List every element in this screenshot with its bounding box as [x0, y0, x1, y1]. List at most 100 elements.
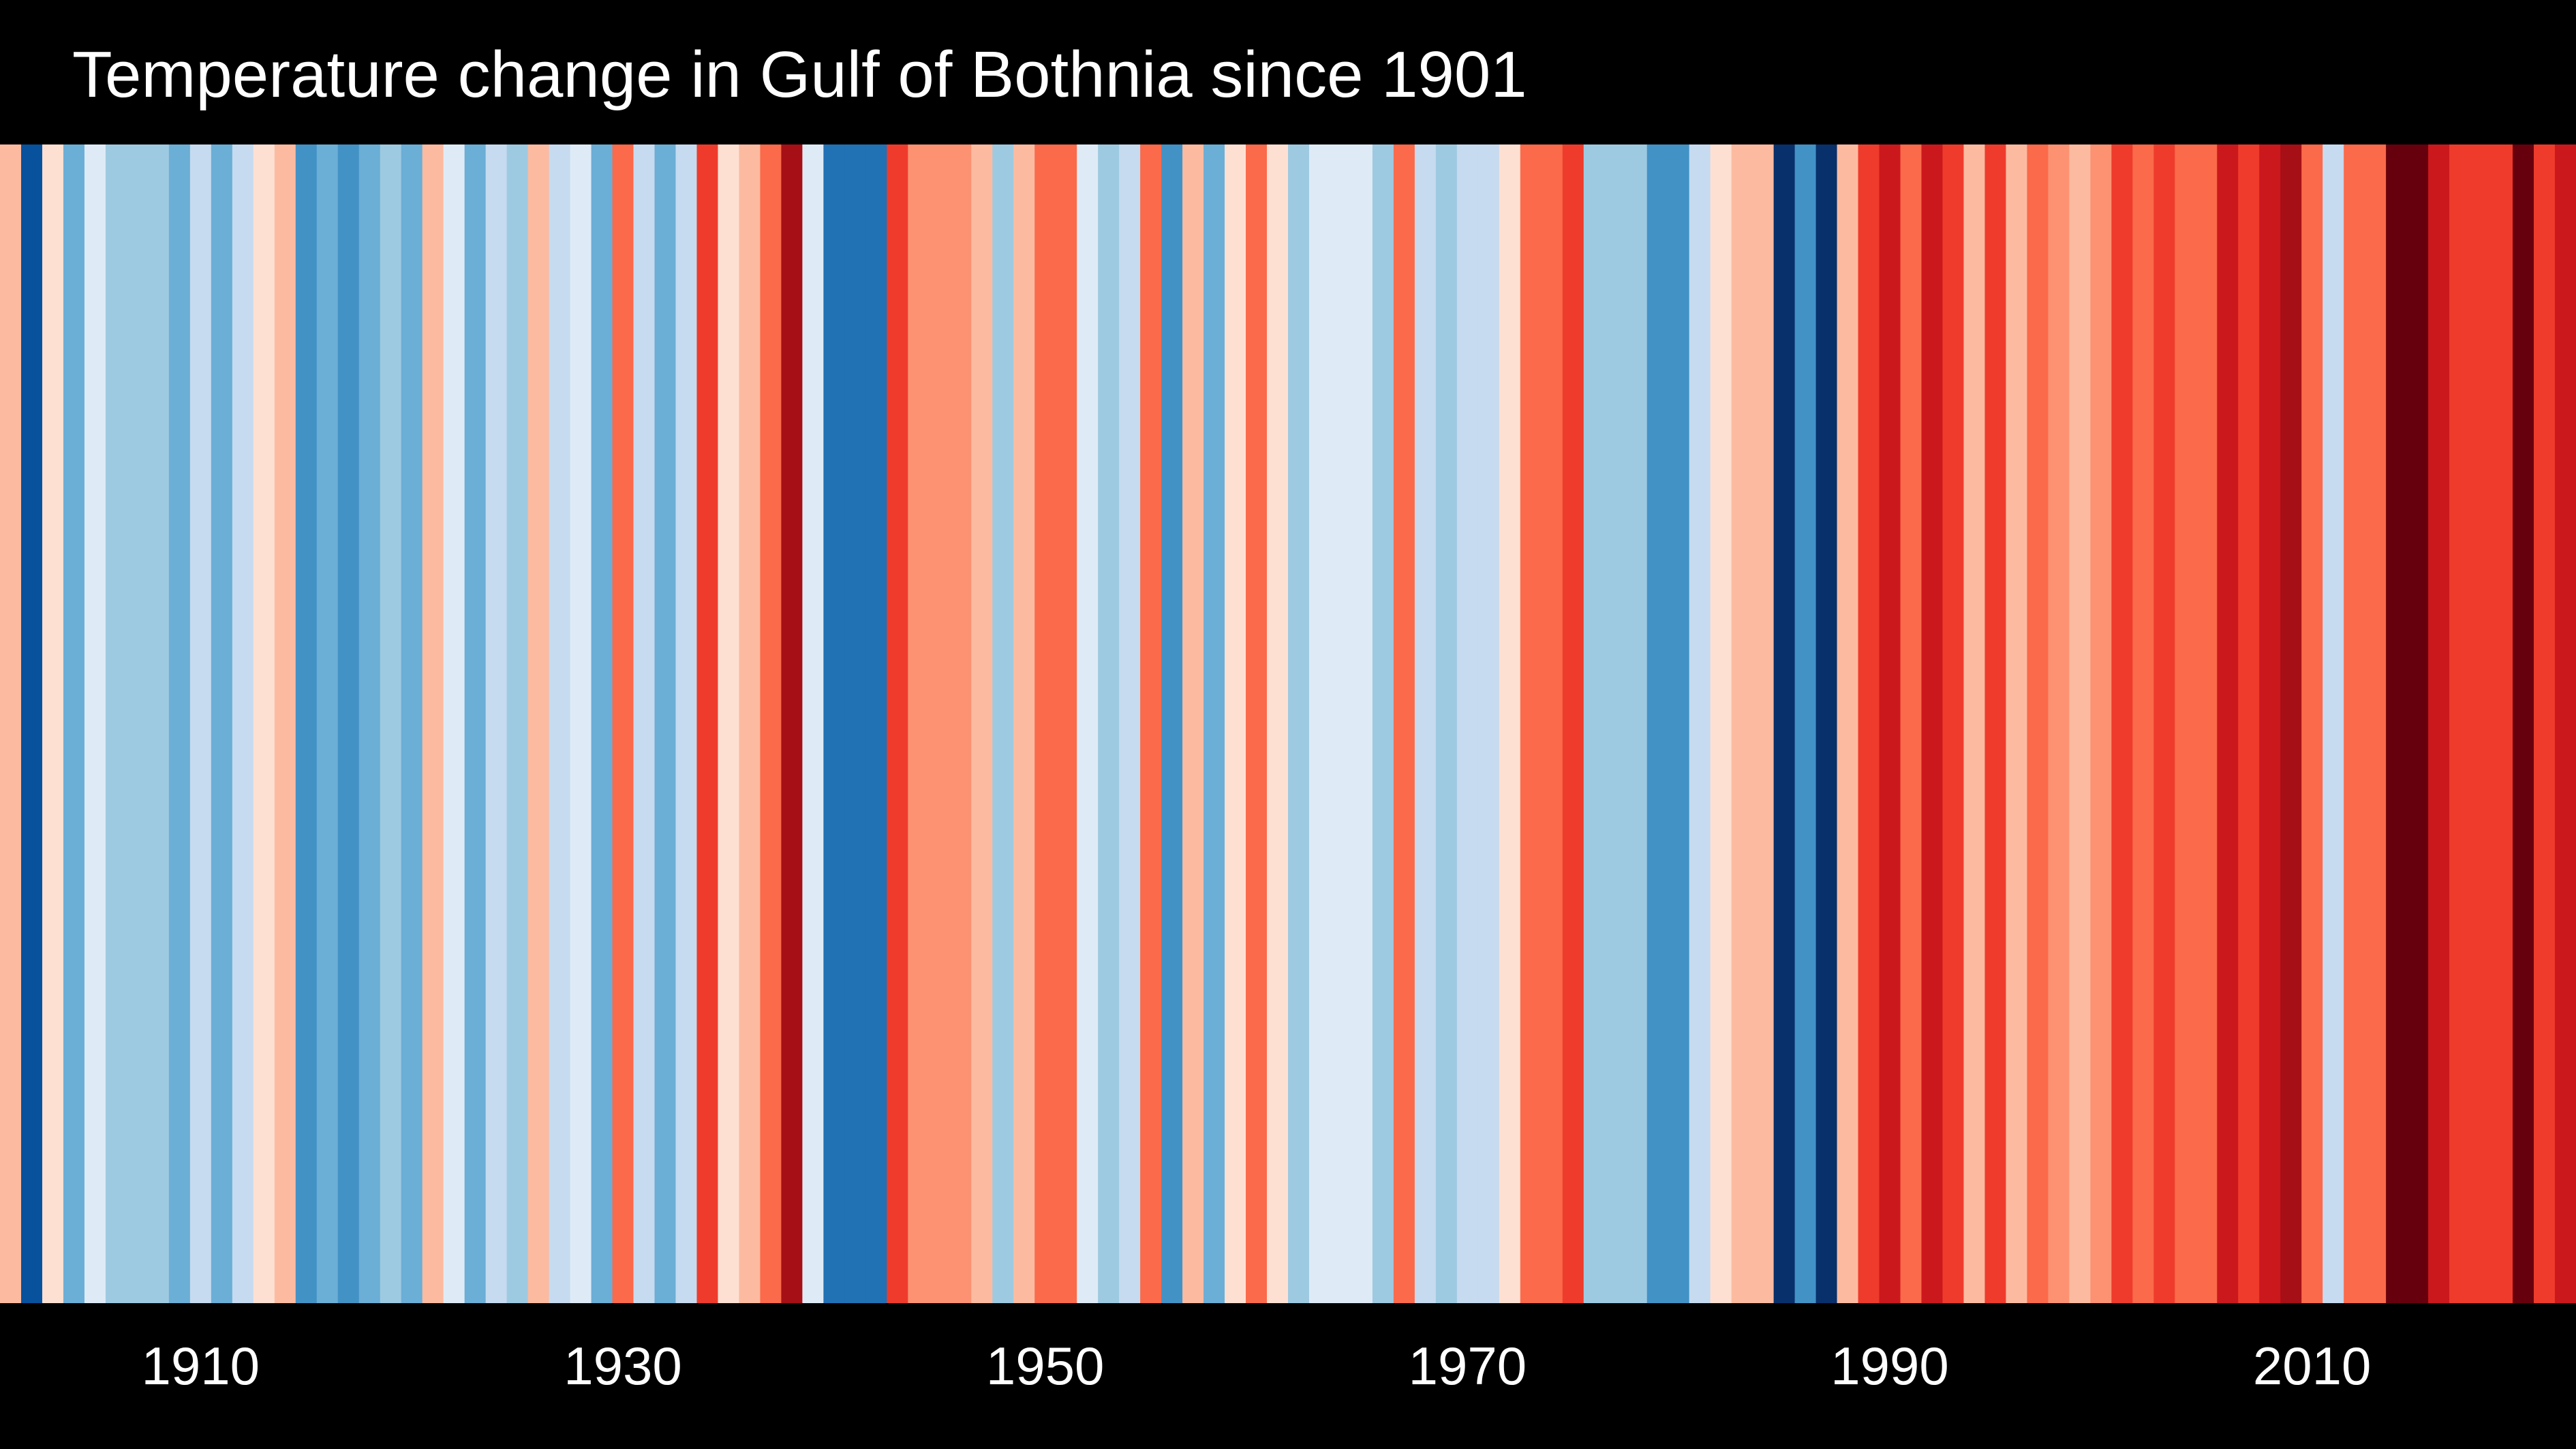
- year-stripe: [2449, 144, 2471, 1303]
- year-stripe: [992, 144, 1014, 1303]
- year-stripe: [1098, 144, 1120, 1303]
- year-stripe: [443, 144, 465, 1303]
- year-stripe: [1604, 144, 1627, 1303]
- year-stripe: [274, 144, 296, 1303]
- year-stripe: [1013, 144, 1035, 1303]
- year-stripe: [929, 144, 951, 1303]
- year-stripe: [1056, 144, 1077, 1303]
- year-stripe: [1499, 144, 1521, 1303]
- year-stripe: [2344, 144, 2365, 1303]
- year-stripe: [591, 144, 613, 1303]
- year-stripe: [337, 144, 360, 1303]
- year-stripe: [2470, 144, 2492, 1303]
- year-stripe: [1583, 144, 1606, 1303]
- x-axis: 1910 1930 1950 1970 1990 2010: [0, 1303, 2576, 1449]
- year-stripe: [422, 144, 444, 1303]
- year-stripe: [506, 144, 529, 1303]
- year-stripe: [612, 144, 634, 1303]
- year-stripe: [2301, 144, 2323, 1303]
- year-stripe: [63, 144, 85, 1303]
- year-stripe: [1815, 144, 1838, 1303]
- year-stripe: [1879, 144, 1901, 1303]
- x-tick-label: 1950: [985, 1336, 1105, 1396]
- stripes-plot: [0, 144, 2576, 1303]
- year-stripe: [781, 144, 803, 1303]
- year-stripe: [316, 144, 339, 1303]
- year-stripe: [633, 144, 656, 1303]
- year-stripe: [1541, 144, 1563, 1303]
- year-stripe: [1520, 144, 1542, 1303]
- year-stripe: [189, 144, 212, 1303]
- year-stripe: [1267, 144, 1289, 1303]
- year-stripe: [950, 144, 972, 1303]
- year-stripe: [1372, 144, 1394, 1303]
- year-stripe: [1351, 144, 1373, 1303]
- year-stripe: [570, 144, 592, 1303]
- year-stripe: [1668, 144, 1690, 1303]
- year-stripe: [2111, 144, 2133, 1303]
- year-stripe: [1921, 144, 1944, 1303]
- year-stripe: [84, 144, 106, 1303]
- year-stripe: [696, 144, 719, 1303]
- year-stripe: [0, 144, 22, 1303]
- year-stripe: [718, 144, 740, 1303]
- year-stripe: [232, 144, 254, 1303]
- year-stripe: [2175, 144, 2196, 1303]
- year-stripe: [2217, 144, 2239, 1303]
- year-stripe: [1562, 144, 1584, 1303]
- year-stripe: [1858, 144, 1880, 1303]
- year-stripe: [1393, 144, 1415, 1303]
- year-stripe: [1731, 144, 1753, 1303]
- year-stripe: [126, 144, 149, 1303]
- year-stripe: [1308, 144, 1331, 1303]
- year-stripe: [105, 144, 127, 1303]
- year-stripe: [1837, 144, 1859, 1303]
- year-stripe: [2280, 144, 2302, 1303]
- year-stripe: [1077, 144, 1099, 1303]
- year-stripe: [2322, 144, 2344, 1303]
- year-stripe: [1710, 144, 1732, 1303]
- year-stripe: [147, 144, 170, 1303]
- year-stripe: [527, 144, 550, 1303]
- year-stripe: [802, 144, 824, 1303]
- year-stripe: [2006, 144, 2028, 1303]
- year-stripe: [2153, 144, 2175, 1303]
- year-stripe: [1288, 144, 1310, 1303]
- x-tick-label: 1970: [1408, 1336, 1527, 1396]
- year-stripe: [401, 144, 423, 1303]
- year-stripe: [2365, 144, 2387, 1303]
- year-stripe: [1752, 144, 1775, 1303]
- year-stripe: [2048, 144, 2070, 1303]
- year-stripe: [211, 144, 233, 1303]
- year-stripe: [1646, 144, 1669, 1303]
- year-stripe: [1984, 144, 2007, 1303]
- year-stripe: [844, 144, 866, 1303]
- year-stripe: [1942, 144, 1965, 1303]
- year-stripe: [1225, 144, 1246, 1303]
- chart-title: Temperature change in Gulf of Bothnia si…: [72, 38, 1527, 111]
- year-stripe: [2238, 144, 2260, 1303]
- year-stripe: [42, 144, 64, 1303]
- year-stripe: [1330, 144, 1352, 1303]
- year-stripe: [2386, 144, 2408, 1303]
- year-stripe: [1456, 144, 1479, 1303]
- year-stripe: [1900, 144, 1922, 1303]
- year-stripe: [1182, 144, 1204, 1303]
- year-stripe: [908, 144, 930, 1303]
- year-stripe: [20, 144, 43, 1303]
- year-stripe: [2259, 144, 2281, 1303]
- year-stripe: [1773, 144, 1796, 1303]
- year-stripe: [2027, 144, 2049, 1303]
- year-stripe: [253, 144, 275, 1303]
- year-stripe: [1794, 144, 1817, 1303]
- year-stripe: [739, 144, 761, 1303]
- x-tick-label: 1990: [1830, 1336, 1949, 1396]
- year-stripe: [887, 144, 908, 1303]
- year-stripe: [1689, 144, 1711, 1303]
- year-stripe: [971, 144, 993, 1303]
- year-stripe: [1414, 144, 1437, 1303]
- year-stripe: [823, 144, 845, 1303]
- year-stripe: [1435, 144, 1458, 1303]
- year-stripe: [1119, 144, 1141, 1303]
